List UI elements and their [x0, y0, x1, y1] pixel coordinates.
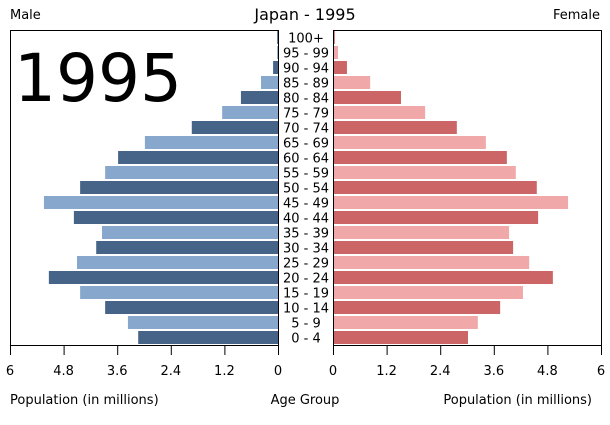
female-bar-17 [334, 76, 371, 89]
age-group-label: 50 - 54 [283, 182, 329, 197]
male-bar-11 [105, 166, 278, 179]
male-bar-6 [96, 241, 278, 254]
male-tick-label: 6 [6, 364, 14, 379]
male-bar-3 [80, 286, 278, 299]
male-bar-19 [277, 46, 278, 59]
male-bar-13 [144, 136, 278, 149]
female-bar-9 [334, 196, 569, 209]
male-bar-4 [48, 271, 278, 284]
female-bar-11 [334, 166, 516, 179]
male-tick-label: 4.8 [53, 364, 74, 379]
age-group-label: 35 - 39 [283, 227, 329, 242]
male-bar-18 [273, 61, 278, 74]
female-bar-19 [334, 46, 339, 59]
age-group-label: 60 - 64 [283, 152, 329, 167]
female-bar-13 [334, 136, 486, 149]
female-bar-12 [334, 151, 507, 164]
male-bar-7 [102, 226, 278, 239]
age-group-label: 20 - 24 [283, 272, 329, 287]
age-group-label: 40 - 44 [283, 212, 329, 227]
female-bar-8 [334, 211, 539, 224]
male-bar-14 [191, 121, 278, 134]
age-group-label: 70 - 74 [283, 122, 329, 137]
male-bar-5 [77, 256, 278, 269]
age-group-label: 55 - 59 [283, 167, 329, 182]
age-group-label: 5 - 9 [291, 317, 321, 332]
male-bar-1 [127, 316, 278, 329]
male-bar-9 [43, 196, 278, 209]
x-axis-label-male: Population (in millions) [10, 393, 159, 408]
female-bar-2 [334, 301, 501, 314]
male-plot-frame [10, 30, 279, 346]
male-bar-20 [277, 31, 278, 44]
female-bar-16 [334, 91, 401, 104]
male-bar-0 [138, 331, 278, 344]
female-tick-label: 6 [597, 364, 605, 379]
female-bar-3 [334, 286, 523, 299]
age-group-label: 25 - 29 [283, 257, 329, 272]
female-bar-18 [334, 61, 347, 74]
male-tick-label: 0 [274, 364, 282, 379]
male-bar-10 [80, 181, 278, 194]
female-plot-frame [333, 30, 602, 346]
female-tick-label: 4.8 [537, 364, 558, 379]
female-bar-10 [334, 181, 537, 194]
age-group-label: 85 - 89 [283, 77, 329, 92]
female-bar-4 [334, 271, 553, 284]
male-tick-label: 1.2 [214, 364, 235, 379]
female-bar-5 [334, 256, 530, 269]
male-bar-8 [73, 211, 278, 224]
female-bar-14 [334, 121, 457, 134]
female-bar-20 [334, 31, 335, 44]
female-tick-label: 2.4 [430, 364, 451, 379]
female-tick-label: 3.6 [483, 364, 504, 379]
x-axis-label-female: Population (in millions) [443, 393, 592, 408]
age-group-label: 75 - 79 [283, 107, 329, 122]
year-watermark: 1995 [14, 40, 182, 117]
male-tick-label: 3.6 [107, 364, 128, 379]
age-group-label: 10 - 14 [283, 302, 329, 317]
age-group-label: 90 - 94 [283, 62, 329, 77]
male-bar-2 [105, 301, 278, 314]
female-bar-0 [334, 331, 468, 344]
x-axis-label-age: Age Group [270, 393, 340, 408]
male-tick-label: 2.4 [160, 364, 181, 379]
age-group-label: 100+ [288, 32, 324, 47]
male-bar-15 [222, 106, 278, 119]
male-bar-17 [261, 76, 278, 89]
chart-title: Japan - 1995 [254, 5, 356, 24]
female-bar-1 [334, 316, 478, 329]
age-group-label: 0 - 4 [291, 332, 321, 347]
age-group-label: 80 - 84 [283, 92, 329, 107]
female-tick-label: 1.2 [376, 364, 397, 379]
male-bar-12 [118, 151, 279, 164]
male-bar-16 [240, 91, 278, 104]
female-label: Female [552, 8, 600, 23]
female-bar-6 [334, 241, 514, 254]
female-bar-15 [334, 106, 426, 119]
female-bar-7 [334, 226, 510, 239]
age-group-label: 30 - 34 [283, 242, 329, 257]
age-group-label: 45 - 49 [283, 197, 329, 212]
age-group-label: 95 - 99 [283, 47, 329, 62]
female-tick-label: 0 [329, 364, 337, 379]
male-label: Male [10, 8, 41, 23]
age-group-label: 15 - 19 [283, 287, 329, 302]
age-group-label: 65 - 69 [283, 137, 329, 152]
